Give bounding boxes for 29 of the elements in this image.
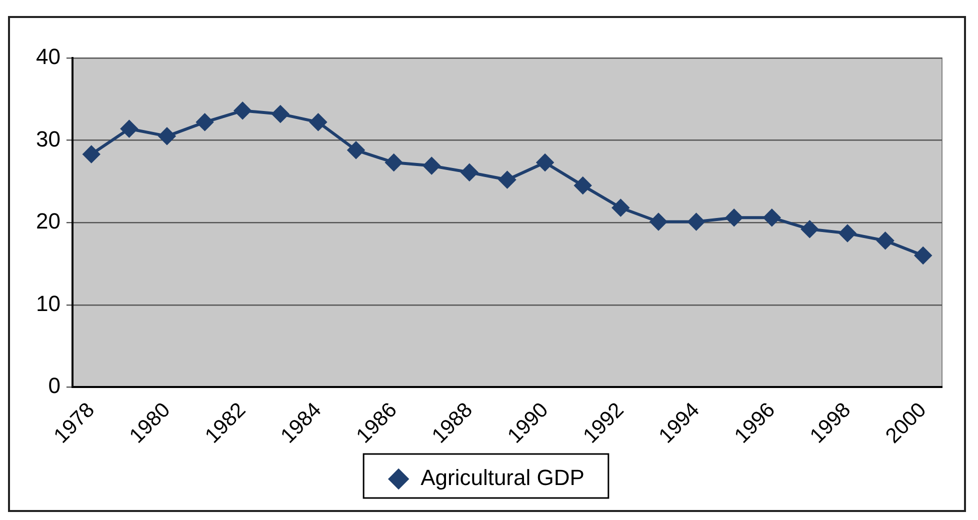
y-tick-label: 20 xyxy=(36,208,60,234)
y-tick-label: 0 xyxy=(48,373,60,398)
point xyxy=(158,128,176,145)
point xyxy=(460,164,478,181)
point xyxy=(650,213,667,230)
point xyxy=(876,232,894,250)
point xyxy=(82,146,100,163)
point xyxy=(574,177,592,194)
point xyxy=(838,224,856,242)
point xyxy=(688,213,705,230)
y-tick-label: 30 xyxy=(36,126,60,152)
point xyxy=(612,199,630,216)
point xyxy=(310,114,327,131)
point xyxy=(234,102,252,120)
point xyxy=(498,171,516,188)
point xyxy=(385,154,402,172)
point xyxy=(536,154,554,172)
point xyxy=(120,120,138,138)
point xyxy=(348,142,365,159)
point xyxy=(272,105,289,122)
legend-label: Agricultural GDP xyxy=(420,465,584,490)
y-tick-label: 40 xyxy=(36,44,60,70)
point xyxy=(763,209,780,226)
point xyxy=(726,209,743,226)
point xyxy=(801,220,818,238)
point xyxy=(914,246,932,264)
y-tick-label: 10 xyxy=(36,290,60,316)
point xyxy=(423,157,440,174)
point xyxy=(196,114,214,131)
